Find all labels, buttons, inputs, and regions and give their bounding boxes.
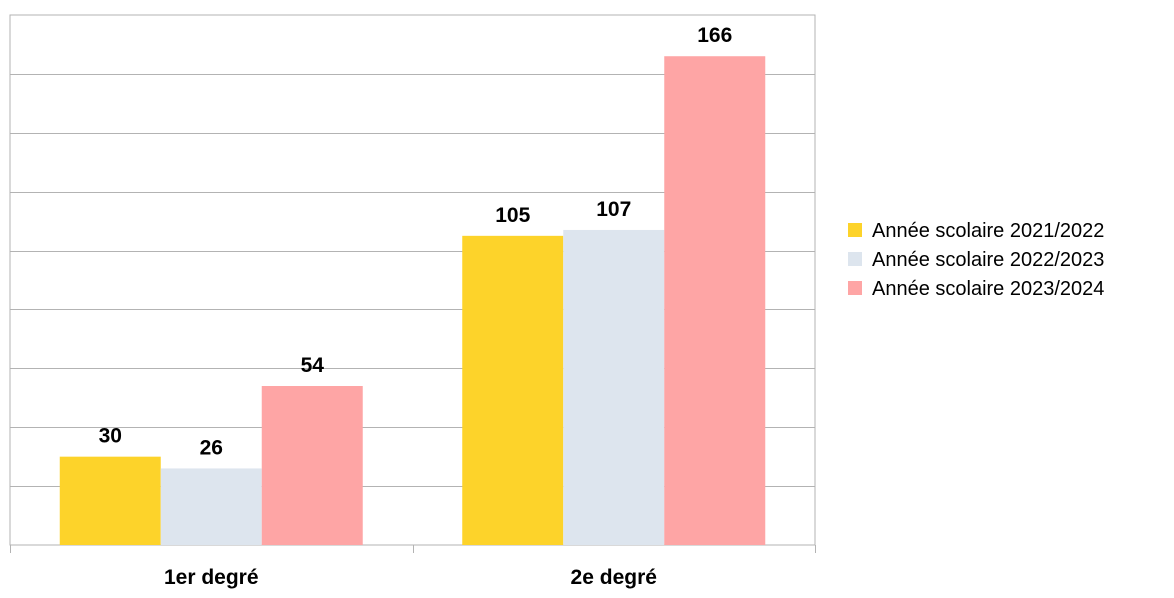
x-axis-category-label: 2e degré xyxy=(571,566,657,589)
data-label: 166 xyxy=(697,24,732,47)
bar-1-2 xyxy=(160,468,262,545)
legend-label-3: Année scolaire 2023/2024 xyxy=(872,278,1104,300)
bar-2-3 xyxy=(664,56,766,545)
bar-1-1 xyxy=(59,456,161,545)
data-label: 54 xyxy=(301,354,325,377)
plot-frame xyxy=(9,14,816,546)
legend-swatch-3 xyxy=(848,281,862,295)
bar-1-3 xyxy=(261,386,363,545)
data-label: 30 xyxy=(99,425,122,448)
legend-label-2: Année scolaire 2022/2023 xyxy=(872,249,1104,271)
bar-2-2 xyxy=(563,229,665,545)
legend-swatch-1 xyxy=(848,223,862,237)
bar-2-1 xyxy=(462,235,564,546)
data-label: 105 xyxy=(495,204,530,227)
data-label: 107 xyxy=(596,198,631,221)
legend-swatch-2 xyxy=(848,252,862,266)
legend-label-1: Année scolaire 2021/2022 xyxy=(872,220,1104,242)
data-label: 26 xyxy=(200,436,223,459)
x-axis-category-label: 1er degré xyxy=(164,566,259,589)
